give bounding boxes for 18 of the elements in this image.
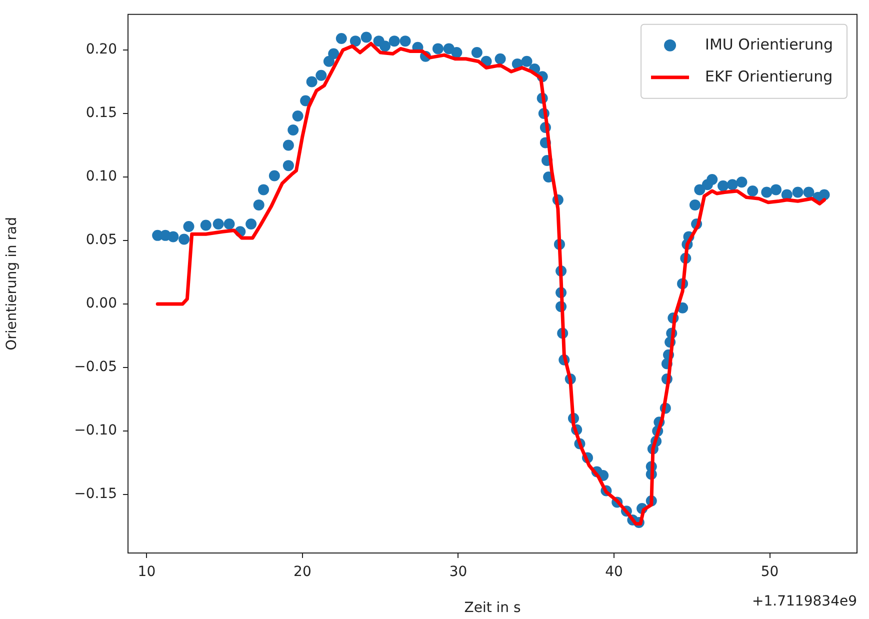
y-tick-label: −0.15 <box>74 486 117 502</box>
y-tick-label: 0.20 <box>86 42 117 58</box>
y-axis-title: Orientierung in rad <box>4 216 20 350</box>
x-axis-title: Zeit in s <box>464 600 521 616</box>
text: +1.7119834e9 <box>752 594 857 610</box>
y-tick-label: 0.05 <box>86 232 117 248</box>
x-tick-label: 10 <box>138 564 156 580</box>
y-tick-label: 0.00 <box>86 296 117 312</box>
legend-label: IMU Orientierung <box>705 35 833 54</box>
legend-label: EKF Orientierung <box>705 67 833 86</box>
x-tick-label: 30 <box>449 564 468 580</box>
x-tick-label: 20 <box>294 564 312 580</box>
y-tick-label: 0.15 <box>86 105 117 122</box>
x-tick-label: 40 <box>605 564 623 580</box>
y-tick-label: −0.10 <box>74 422 117 439</box>
x-tick-label: 50 <box>760 564 779 580</box>
y-tick-label: 0.10 <box>86 168 117 185</box>
y-tick-label: −0.05 <box>74 359 117 376</box>
